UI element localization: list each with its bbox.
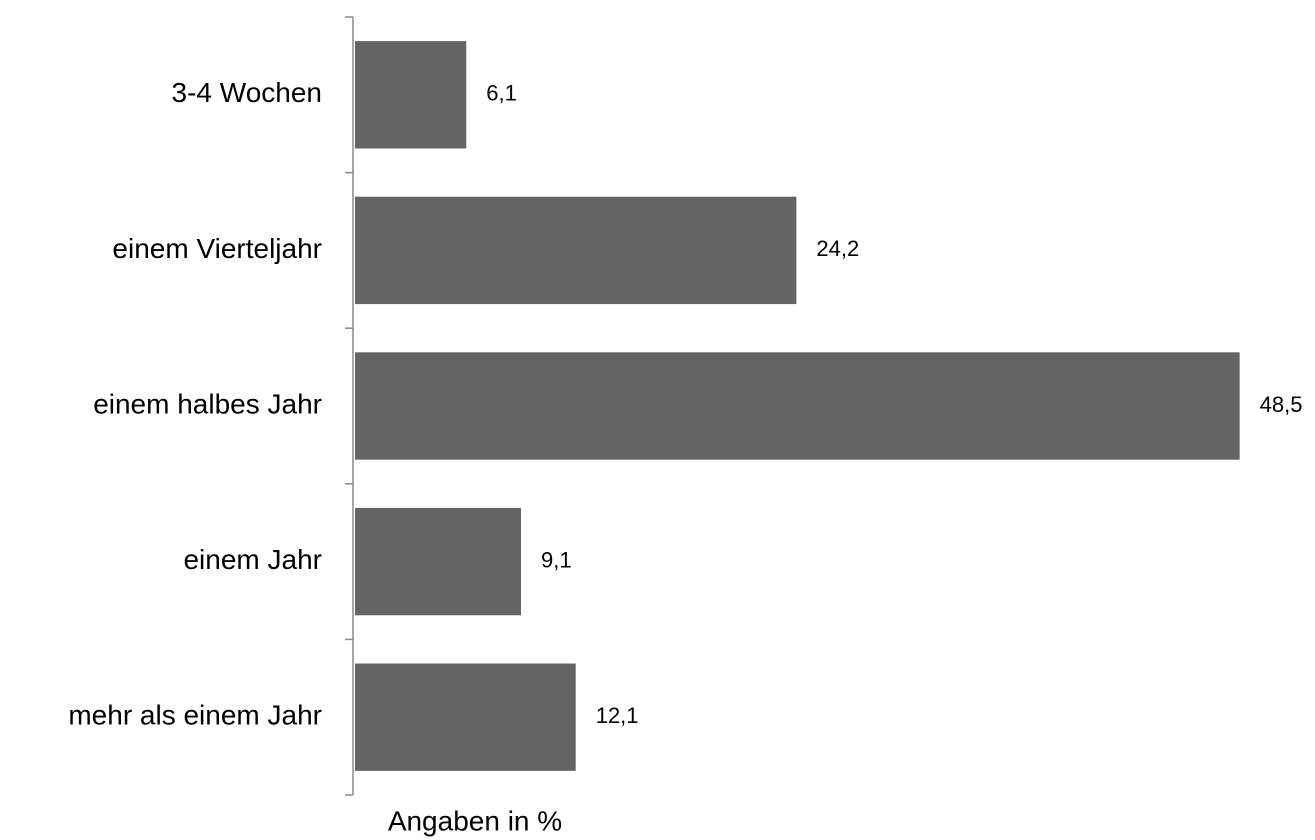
- bar: [355, 352, 1240, 460]
- category-label: einem Vierteljahr: [112, 233, 322, 264]
- value-label: 48,5: [1260, 392, 1303, 417]
- category-label: einem Jahr: [183, 544, 322, 575]
- category-label: einem halbes Jahr: [93, 388, 322, 419]
- x-axis-title: Angaben in %: [388, 805, 562, 836]
- value-label: 12,1: [596, 703, 639, 728]
- value-label: 9,1: [541, 547, 572, 572]
- value-label: 6,1: [486, 81, 517, 106]
- bar: [355, 41, 467, 149]
- bar: [355, 196, 797, 305]
- category-label: 3-4 Wochen: [172, 77, 322, 108]
- value-label: 24,2: [816, 236, 859, 261]
- bar: [355, 507, 521, 616]
- bar: [355, 663, 576, 771]
- category-label: mehr als einem Jahr: [68, 700, 322, 731]
